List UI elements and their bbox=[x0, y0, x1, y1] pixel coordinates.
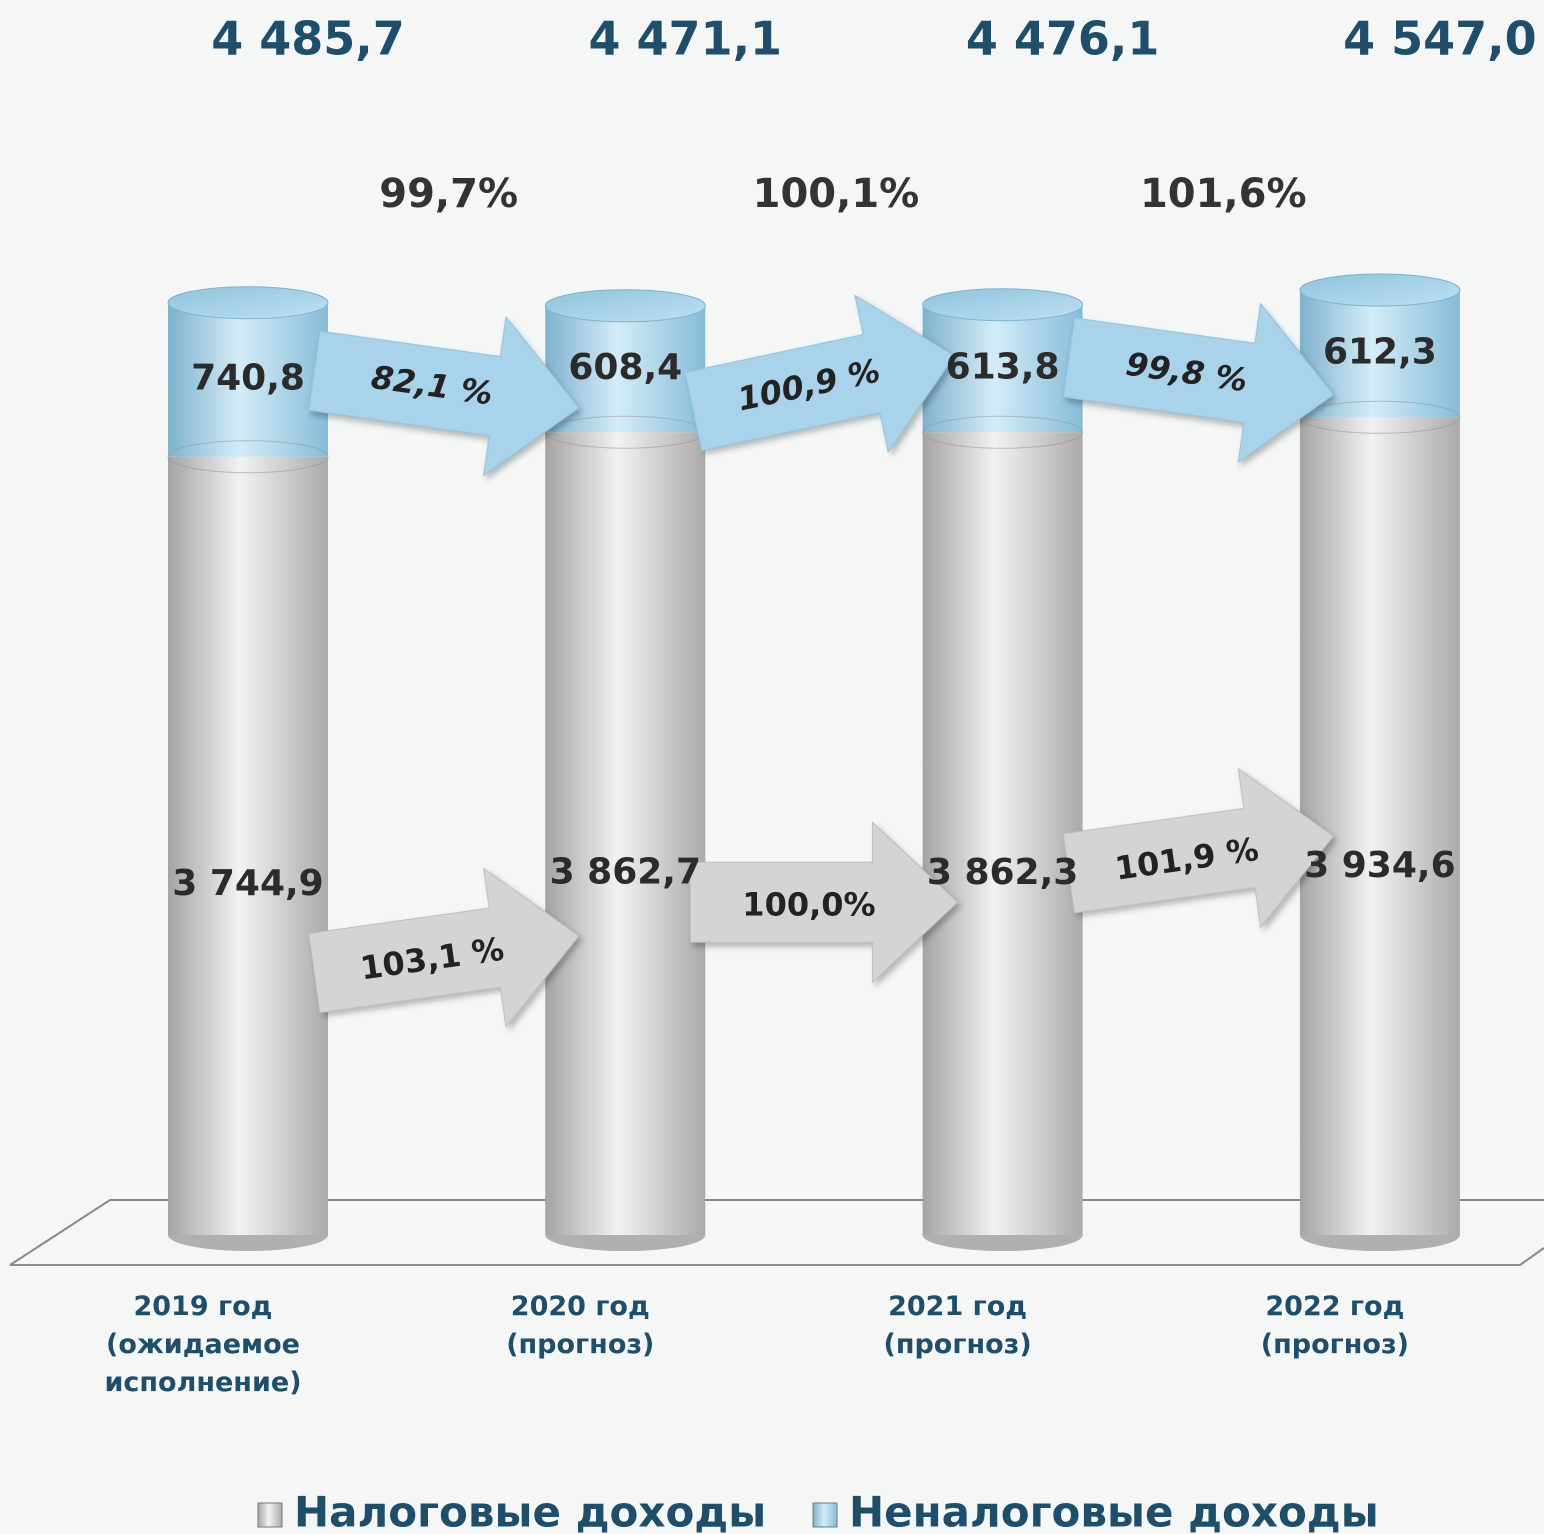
bar-segment bbox=[545, 432, 706, 1235]
value-label: 740,8 bbox=[191, 358, 305, 399]
floor bbox=[10, 1247, 1544, 1266]
total-growth-label: 99,7% bbox=[379, 171, 518, 217]
value-label: 3 934,6 bbox=[1304, 845, 1455, 886]
value-label: 612,3 bbox=[1323, 332, 1437, 373]
bar-segment bbox=[922, 432, 1083, 1235]
bar-cap bbox=[167, 286, 329, 320]
bar-cap bbox=[1299, 273, 1461, 307]
growth-label: 100,0% bbox=[742, 885, 875, 923]
legend-label: Налоговые доходы bbox=[294, 1488, 766, 1534]
bar-divider bbox=[167, 440, 329, 474]
value-label: 3 744,9 bbox=[172, 863, 323, 904]
value-label: 613,8 bbox=[946, 347, 1060, 388]
value-label: 608,4 bbox=[568, 347, 682, 388]
bar-bottom bbox=[922, 1235, 1083, 1251]
total-label: 4 471,1 bbox=[589, 12, 783, 66]
growth-arrow bbox=[1062, 767, 1335, 929]
bar-segment bbox=[1299, 417, 1460, 1236]
total-label: 4 476,1 bbox=[966, 12, 1160, 66]
bar-cap bbox=[544, 289, 706, 323]
bar-bottom bbox=[168, 1235, 328, 1251]
x-tick-label: 2020 год (прогноз) bbox=[506, 1291, 655, 1360]
value-label: 3 862,3 bbox=[927, 852, 1078, 893]
bar-cap bbox=[922, 288, 1084, 322]
growth-arrow bbox=[684, 294, 956, 454]
bar-bottom bbox=[1299, 1235, 1460, 1251]
bar-segment bbox=[168, 302, 328, 457]
bar-segment bbox=[168, 456, 328, 1235]
bar-divider bbox=[922, 415, 1084, 449]
total-growth-label: 101,6% bbox=[1140, 171, 1307, 217]
growth-arrow bbox=[308, 867, 580, 1029]
growth-arrow bbox=[308, 315, 580, 477]
legend-label: Неналоговые доходы bbox=[849, 1488, 1379, 1534]
growth-arrow bbox=[1062, 302, 1335, 464]
total-growth-label: 100,1% bbox=[753, 171, 920, 217]
bar-segment bbox=[922, 304, 1083, 433]
x-tick-label: 2021 год (прогноз) bbox=[883, 1291, 1032, 1360]
bar-bottom bbox=[545, 1235, 706, 1251]
total-label: 4 547,0 bbox=[1343, 12, 1537, 66]
legend-swatch bbox=[812, 1502, 838, 1528]
x-tick-label: 2019 год (ожидаемое исполнение) bbox=[104, 1291, 302, 1398]
total-label: 4 485,7 bbox=[211, 12, 405, 66]
x-tick-label: 2022 год (прогноз) bbox=[1260, 1291, 1409, 1360]
legend-swatch bbox=[257, 1502, 283, 1528]
value-label: 3 862,7 bbox=[550, 852, 701, 893]
growth-arrow bbox=[689, 821, 959, 984]
